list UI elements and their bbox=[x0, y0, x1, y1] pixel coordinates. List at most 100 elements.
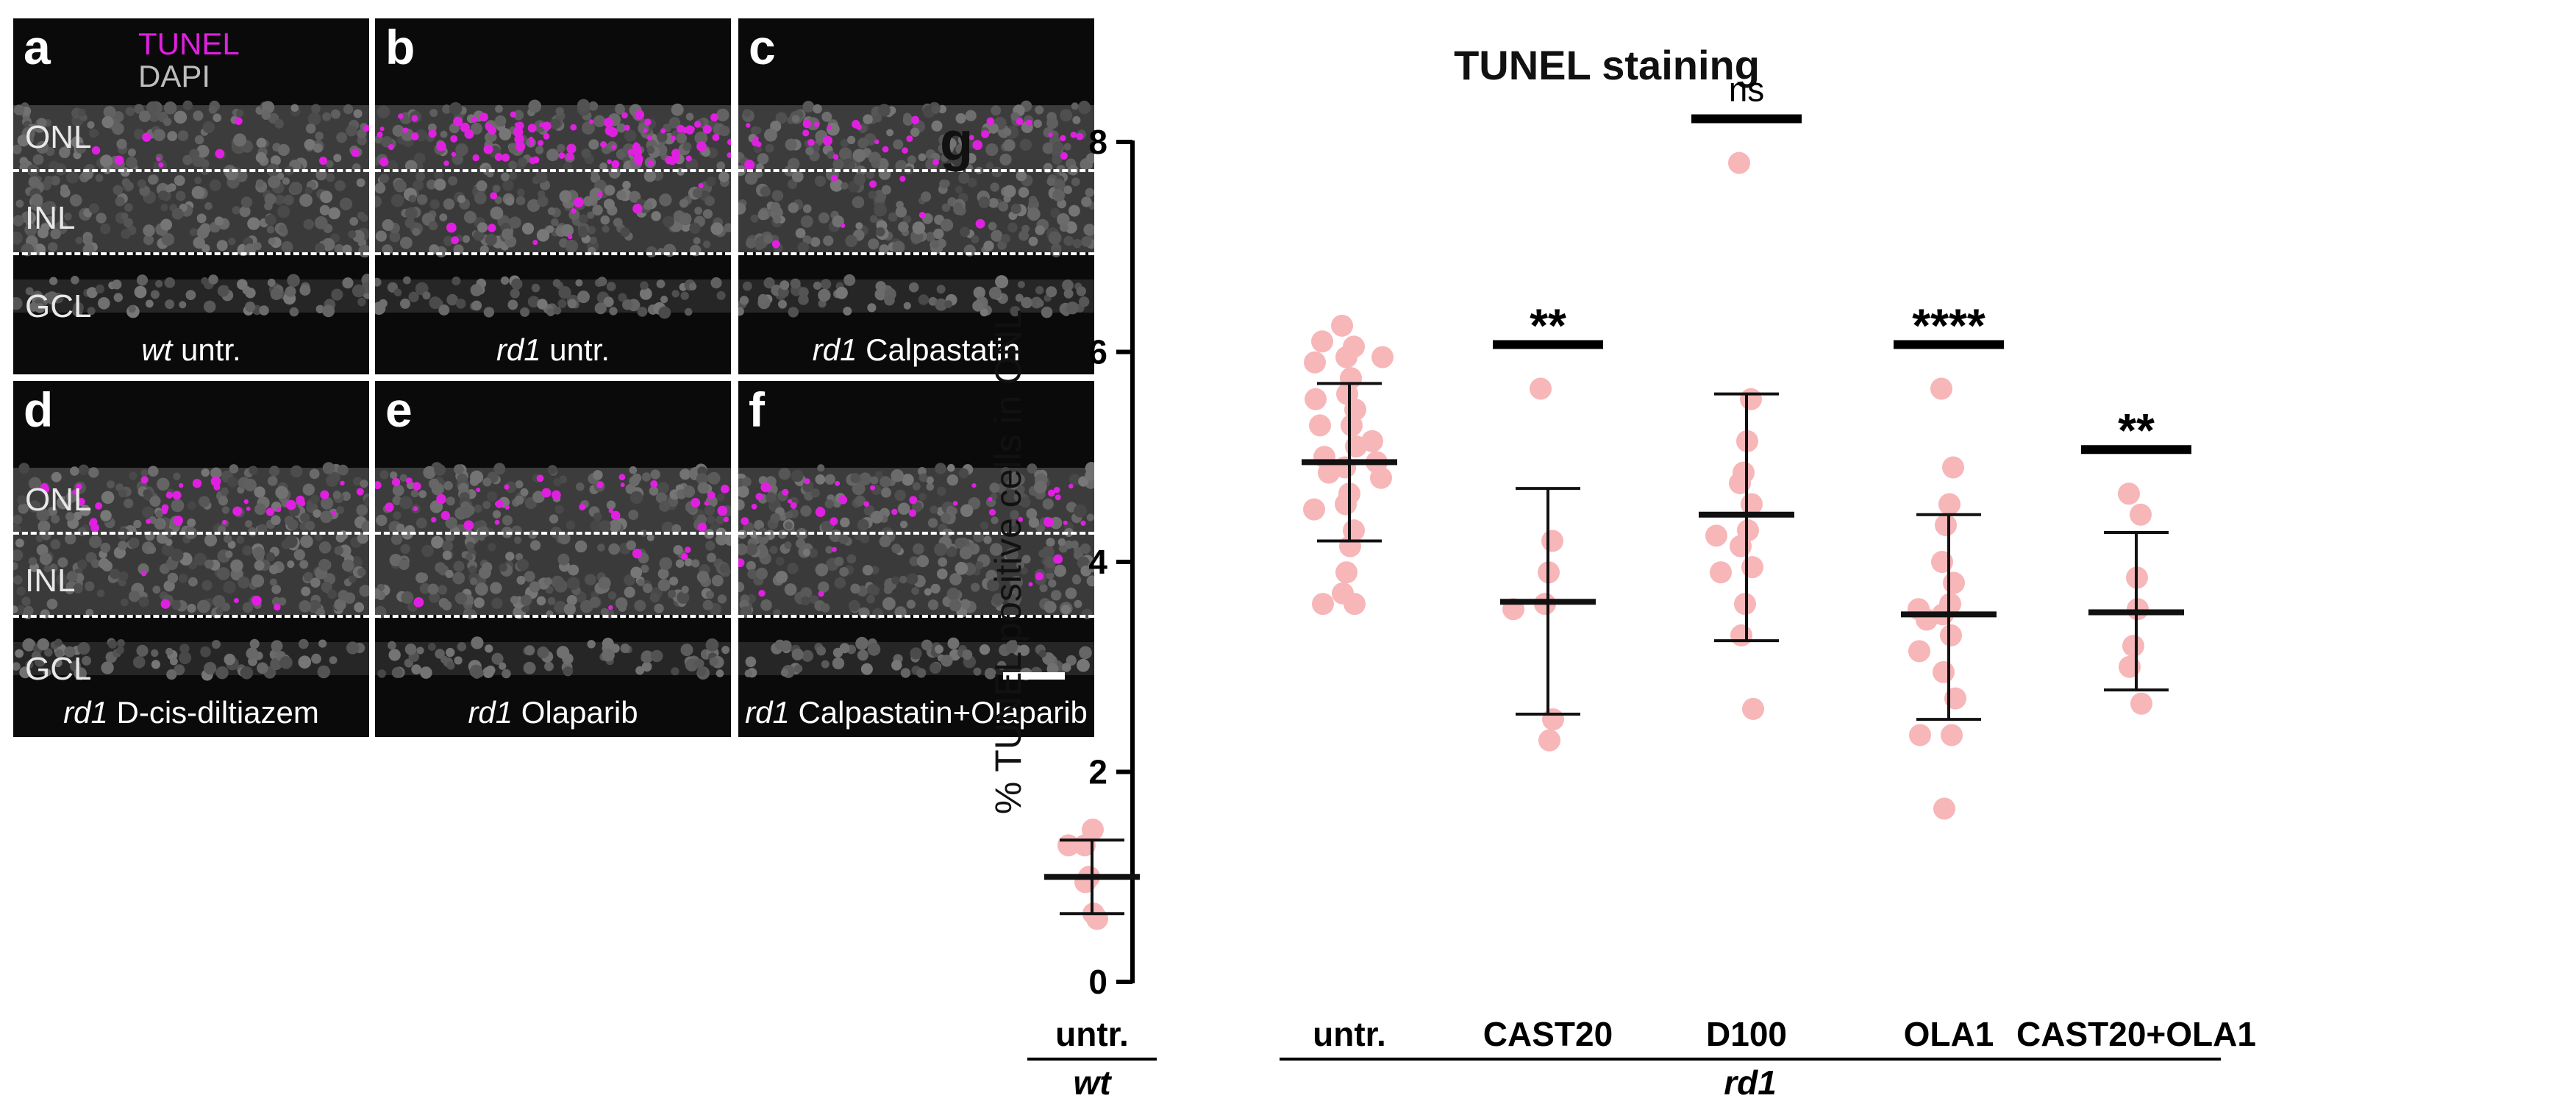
retina-section-image bbox=[13, 462, 369, 681]
significance-label: ** bbox=[2118, 404, 2155, 457]
data-point bbox=[1942, 456, 1964, 479]
panel-caption: rd1 untr. bbox=[496, 332, 610, 367]
data-point bbox=[1371, 346, 1394, 368]
data-point bbox=[1318, 461, 1340, 484]
retina-section-image bbox=[375, 99, 731, 319]
panel-caption: rd1 Calpastatin+Olaparib bbox=[745, 695, 1088, 730]
x-tick-label: OLA1 bbox=[1904, 1015, 1994, 1053]
data-point bbox=[1057, 834, 1080, 857]
panel-letter: c bbox=[749, 20, 776, 74]
data-point bbox=[1930, 377, 1952, 400]
retina-section-image bbox=[375, 462, 731, 680]
significance-label: ** bbox=[1530, 299, 1566, 352]
layer-boundary-line bbox=[13, 169, 369, 172]
retina-section-image bbox=[738, 100, 1094, 318]
data-point bbox=[2130, 692, 2152, 715]
significance-label: **** bbox=[1912, 299, 1985, 352]
layer-boundary-line bbox=[375, 169, 731, 172]
micrograph-panel-e: e rd1 Olaparib bbox=[375, 381, 731, 737]
data-point bbox=[1740, 388, 1762, 410]
layer-label-inl: INL bbox=[25, 200, 76, 236]
x-tick-label: D100 bbox=[1706, 1015, 1787, 1053]
data-point bbox=[1935, 514, 1957, 537]
x-tick-label: untr. bbox=[1055, 1015, 1129, 1053]
data-point bbox=[1335, 493, 1357, 516]
data-point bbox=[1933, 660, 1955, 683]
data-point bbox=[1710, 561, 1732, 584]
data-point bbox=[2122, 635, 2144, 658]
y-tick-label: 8 bbox=[1088, 123, 1107, 161]
panel-letter: f bbox=[749, 382, 765, 437]
data-point bbox=[1730, 624, 1752, 646]
data-point bbox=[1705, 524, 1727, 547]
micrograph-panel-f: f rd1 Calpastatin+Olaparib bbox=[738, 381, 1094, 737]
x-tick-label: untr. bbox=[1313, 1015, 1386, 1053]
micrograph-panel-b: b rd1 untr. bbox=[375, 18, 731, 374]
data-point bbox=[1311, 330, 1333, 353]
data-point bbox=[1943, 571, 1965, 594]
genotype-label-rd1: rd1 bbox=[1724, 1063, 1777, 1101]
data-point bbox=[1530, 377, 1552, 400]
data-point bbox=[1335, 561, 1357, 584]
panel-letter: a bbox=[24, 20, 51, 74]
layer-boundary-line bbox=[738, 615, 1094, 618]
scale-bar bbox=[1003, 672, 1065, 680]
data-point bbox=[1933, 797, 1955, 820]
layer-label-onl: ONL bbox=[25, 119, 92, 155]
y-tick-label: 0 bbox=[1088, 963, 1107, 1001]
micrograph-panel-a: a ONL INL GCL TUNEL DAPI wt untr. bbox=[13, 18, 369, 374]
panel-letter: d bbox=[24, 382, 54, 437]
data-point bbox=[1303, 498, 1325, 521]
data-point bbox=[1538, 729, 1560, 752]
layer-boundary-line bbox=[738, 532, 1094, 535]
data-point bbox=[1335, 346, 1357, 368]
data-point bbox=[1312, 593, 1334, 616]
chart-title: TUNEL staining bbox=[1454, 42, 1760, 88]
x-tick-label: CAST20+OLA1 bbox=[2016, 1015, 2256, 1053]
data-point bbox=[2130, 503, 2152, 526]
panel-caption: rd1 Calpastatin bbox=[812, 332, 1021, 367]
y-tick-label: 6 bbox=[1088, 333, 1107, 371]
panel-letter: e bbox=[385, 382, 413, 437]
micrograph-panel-c: c rd1 Calpastatin bbox=[738, 18, 1094, 374]
data-point bbox=[1728, 152, 1750, 174]
data-point bbox=[1370, 466, 1392, 489]
layer-boundary-line bbox=[738, 252, 1094, 255]
y-axis-label: % TUNEL positive cells in ONL bbox=[988, 310, 1029, 814]
layer-boundary-line bbox=[13, 532, 369, 535]
data-point bbox=[1344, 593, 1366, 616]
layer-boundary-line bbox=[738, 169, 1094, 172]
layer-boundary-line bbox=[375, 532, 731, 535]
layer-label-onl: ONL bbox=[25, 482, 92, 518]
layer-boundary-line bbox=[375, 252, 731, 255]
layer-boundary-line bbox=[375, 615, 731, 618]
data-point bbox=[1941, 724, 1963, 747]
significance-label: ns bbox=[1729, 71, 1765, 109]
data-point bbox=[1541, 530, 1563, 552]
data-point bbox=[1305, 388, 1327, 410]
retina-section-image bbox=[738, 462, 1094, 681]
data-point bbox=[2118, 482, 2140, 505]
layer-label-gcl: GCL bbox=[25, 288, 92, 324]
retina-section-image bbox=[13, 100, 369, 318]
y-tick-label: 2 bbox=[1088, 753, 1107, 791]
tunel-scatter-chart: g TUNEL staining % TUNEL positive cells in… bbox=[940, 42, 2256, 1101]
data-point bbox=[1331, 314, 1353, 337]
panel-caption: wt untr. bbox=[141, 332, 241, 367]
x-tick-label: CAST20 bbox=[1483, 1015, 1613, 1053]
data-point bbox=[1742, 697, 1764, 720]
layer-boundary-line bbox=[13, 615, 369, 618]
panel-caption: rd1 D-cis-diltiazem bbox=[63, 695, 319, 730]
layer-label-gcl: GCL bbox=[25, 651, 92, 687]
genotype-label-wt: wt bbox=[1073, 1063, 1112, 1101]
data-point bbox=[1940, 624, 1962, 646]
data-point bbox=[1730, 535, 1752, 557]
panel-letter-g: g bbox=[940, 111, 973, 172]
legend-tunel: TUNEL bbox=[138, 26, 240, 61]
data-point bbox=[1082, 819, 1104, 841]
micrograph-panel-d: d ONL INL GCL rd1 D-cis-diltiazem bbox=[13, 381, 369, 737]
layer-boundary-line bbox=[13, 252, 369, 255]
layer-label-inl: INL bbox=[25, 563, 76, 599]
data-point bbox=[1309, 414, 1331, 437]
data-point bbox=[1542, 708, 1564, 731]
